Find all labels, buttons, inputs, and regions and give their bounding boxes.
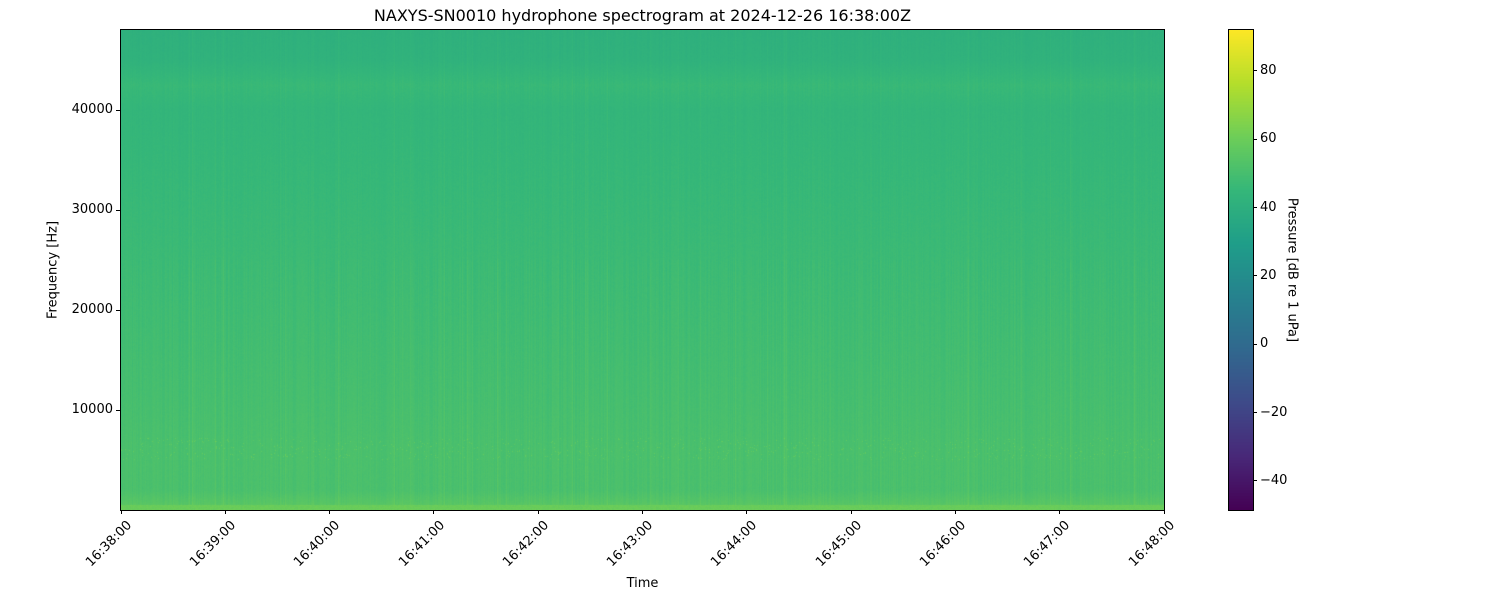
- y-tick-label: 20000: [71, 302, 113, 317]
- x-tick-label: 16:43:00: [604, 518, 657, 570]
- colorbar-frame: [1228, 29, 1254, 511]
- x-tick-mark: [537, 510, 539, 514]
- chart-title: NAXYS-SN0010 hydrophone spectrogram at 2…: [373, 6, 912, 25]
- x-tick-label: 16:42:00: [499, 518, 552, 570]
- x-tick-label: 16:44:00: [708, 518, 761, 570]
- spectrogram-heatmap: [121, 30, 1164, 510]
- colorbar-tick-label: 80: [1260, 62, 1277, 78]
- x-tick-label: 16:40:00: [291, 518, 344, 570]
- colorbar-tick-mark: [1253, 70, 1257, 72]
- x-tick-mark: [433, 510, 435, 514]
- x-tick-mark: [642, 510, 643, 514]
- y-tick-label: 30000: [71, 202, 113, 217]
- colorbar-tick-label: 20: [1260, 267, 1277, 283]
- spectrogram-plot-area: [121, 30, 1164, 510]
- x-tick-mark: [1059, 510, 1061, 514]
- x-tick-mark: [850, 510, 852, 514]
- y-axis-label: Frequency [Hz]: [45, 220, 61, 320]
- x-tick-label: 16:45:00: [812, 518, 865, 570]
- x-tick-mark: [746, 510, 748, 514]
- colorbar-label: Pressure [dB re 1 uPa]: [1284, 197, 1300, 343]
- x-tick-label: 16:48:00: [1125, 518, 1178, 570]
- x-tick-label: 16:41:00: [395, 518, 448, 570]
- colorbar-tick-mark: [1253, 480, 1257, 482]
- y-tick-mark: [116, 409, 120, 411]
- x-tick-label: 16:46:00: [917, 518, 970, 570]
- colorbar-tick-mark: [1253, 138, 1257, 140]
- y-tick-mark: [116, 309, 120, 311]
- y-tick-mark: [116, 209, 120, 211]
- colorbar-tick-mark: [1253, 275, 1257, 277]
- x-axis-label: Time: [626, 576, 659, 591]
- colorbar-tick-label: −40: [1260, 472, 1288, 488]
- colorbar-tick-label: 60: [1260, 131, 1277, 147]
- x-tick-label: 16:39:00: [187, 518, 239, 570]
- y-tick-label: 40000: [71, 102, 113, 117]
- colorbar-tick-label: 40: [1260, 199, 1277, 215]
- colorbar-tick-label: −20: [1260, 404, 1288, 420]
- x-tick-mark: [1163, 510, 1165, 514]
- x-tick-label: 16:38:00: [82, 518, 135, 570]
- colorbar: [1229, 30, 1253, 510]
- colorbar-tick-mark: [1253, 343, 1257, 345]
- x-tick-mark: [224, 510, 226, 514]
- colorbar-tick-label: 0: [1260, 336, 1269, 352]
- colorbar-tick-mark: [1253, 412, 1257, 414]
- x-tick-label: 16:47:00: [1021, 518, 1074, 570]
- x-tick-mark: [120, 510, 122, 514]
- y-tick-mark: [116, 109, 120, 111]
- x-tick-mark: [954, 510, 956, 514]
- y-tick-label: 10000: [71, 402, 113, 417]
- colorbar-tick-mark: [1253, 207, 1257, 209]
- x-tick-mark: [329, 510, 331, 514]
